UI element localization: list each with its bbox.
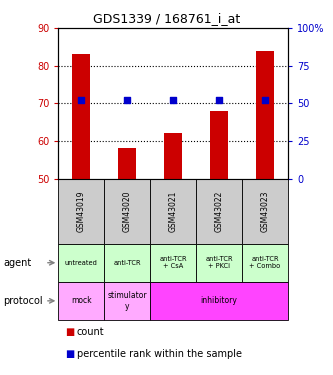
FancyBboxPatch shape <box>196 178 242 244</box>
Text: ■: ■ <box>65 327 74 337</box>
Text: GSM43021: GSM43021 <box>168 190 178 232</box>
FancyBboxPatch shape <box>150 178 196 244</box>
Text: GSM43020: GSM43020 <box>123 190 132 232</box>
Point <box>170 98 176 104</box>
FancyBboxPatch shape <box>58 244 104 282</box>
FancyBboxPatch shape <box>242 244 288 282</box>
Text: ■: ■ <box>65 349 74 359</box>
Text: protocol: protocol <box>3 296 43 306</box>
Text: anti-TCR
+ CsA: anti-TCR + CsA <box>160 256 187 269</box>
Bar <box>118 148 137 178</box>
Text: count: count <box>77 327 104 337</box>
Bar <box>72 54 91 178</box>
Text: GSM43023: GSM43023 <box>260 190 270 232</box>
Text: GSM43022: GSM43022 <box>214 190 224 232</box>
FancyBboxPatch shape <box>150 244 196 282</box>
FancyBboxPatch shape <box>58 178 104 244</box>
Text: anti-TCR
+ PKCi: anti-TCR + PKCi <box>205 256 233 269</box>
FancyBboxPatch shape <box>104 282 150 320</box>
Text: GDS1339 / 168761_i_at: GDS1339 / 168761_i_at <box>93 12 240 25</box>
Text: anti-TCR: anti-TCR <box>114 260 141 266</box>
Point <box>216 98 222 104</box>
Point <box>79 98 84 104</box>
Text: GSM43019: GSM43019 <box>77 190 86 232</box>
Bar <box>256 51 274 178</box>
Text: inhibitory: inhibitory <box>201 296 237 305</box>
Text: untreated: untreated <box>65 260 98 266</box>
Text: stimulator
y: stimulator y <box>108 291 147 310</box>
Point <box>125 98 130 104</box>
Point <box>262 98 268 104</box>
Text: anti-TCR
+ Combo: anti-TCR + Combo <box>249 256 281 269</box>
FancyBboxPatch shape <box>150 282 288 320</box>
FancyBboxPatch shape <box>104 178 150 244</box>
FancyBboxPatch shape <box>196 244 242 282</box>
Bar <box>164 134 182 178</box>
Bar <box>210 111 228 178</box>
Text: mock: mock <box>71 296 92 305</box>
FancyBboxPatch shape <box>58 282 104 320</box>
Text: percentile rank within the sample: percentile rank within the sample <box>77 349 241 359</box>
Text: agent: agent <box>3 258 32 268</box>
FancyBboxPatch shape <box>242 178 288 244</box>
FancyBboxPatch shape <box>104 244 150 282</box>
